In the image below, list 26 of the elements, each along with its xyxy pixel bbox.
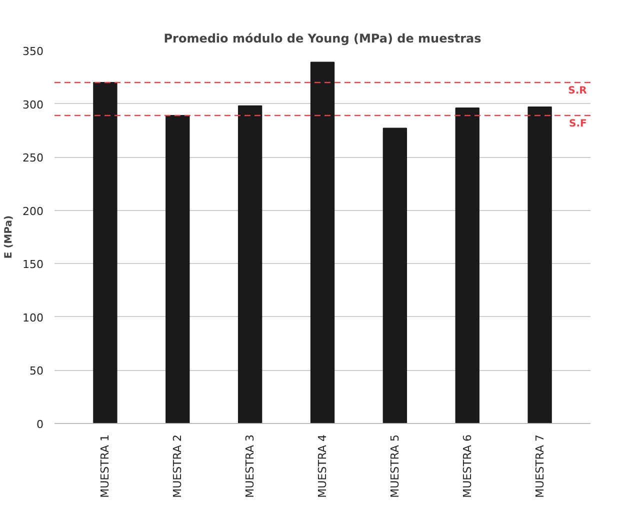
x-tick-label: MUESTRA 7 xyxy=(533,434,546,498)
y-tick-label: 100 xyxy=(22,311,44,324)
y-tick-label: 200 xyxy=(22,204,44,218)
x-tick-label: MUESTRA 6 xyxy=(460,434,474,498)
y-axis-title: E (MPa) xyxy=(4,215,15,259)
y-tick-label: 50 xyxy=(30,364,44,378)
y-tick-label: 250 xyxy=(22,152,44,165)
x-tick-label: MUESTRA 4 xyxy=(316,434,329,498)
bar xyxy=(310,62,335,424)
chart-title: Promedio módulo de Young (MPa) de muestras xyxy=(164,32,482,46)
bar xyxy=(238,105,262,424)
ref-line-label: S.R xyxy=(568,85,588,96)
y-tick-label: 300 xyxy=(22,98,44,112)
bar xyxy=(455,108,480,424)
x-tick-label: MUESTRA 2 xyxy=(171,434,184,498)
ref-line-label: S.F xyxy=(569,118,587,130)
y-tick-label: 350 xyxy=(22,45,44,58)
y-tick-label: 150 xyxy=(22,258,44,272)
bar xyxy=(528,106,552,424)
x-tick-label: MUESTRA 1 xyxy=(98,434,112,498)
x-tick-label: MUESTRA 5 xyxy=(388,434,402,498)
x-tick-label: MUESTRA 3 xyxy=(244,434,257,498)
bar xyxy=(382,128,408,424)
bar xyxy=(93,82,118,424)
bar xyxy=(166,115,190,424)
y-tick-label: 0 xyxy=(36,418,44,431)
